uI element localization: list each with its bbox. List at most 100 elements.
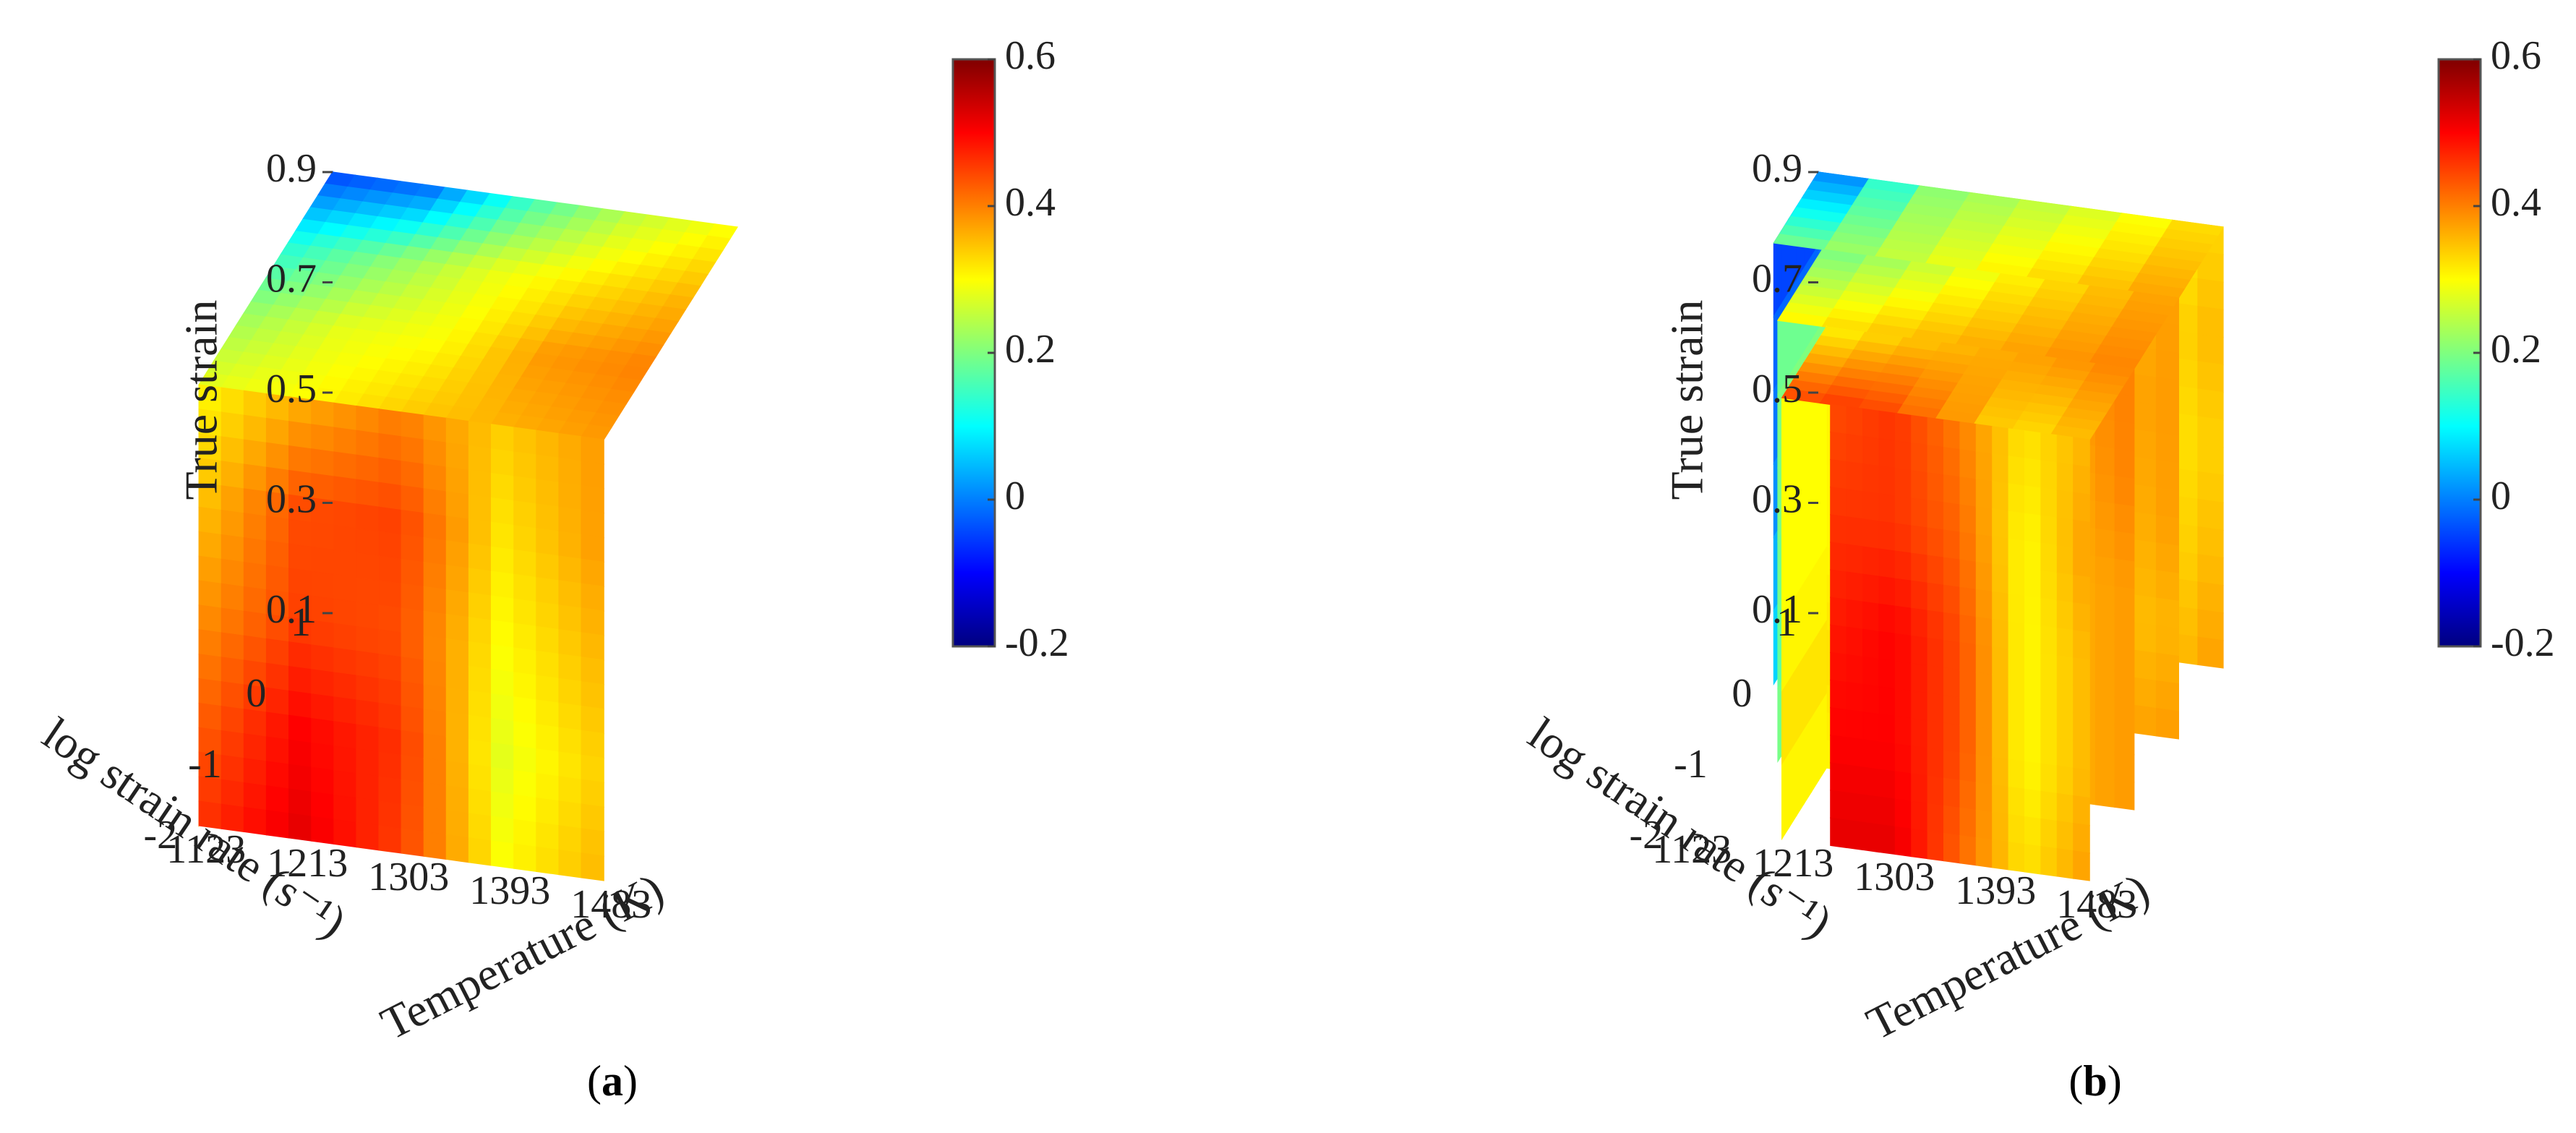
surface-cell <box>513 745 537 774</box>
surface-cell <box>423 635 448 664</box>
surface-cell <box>445 761 470 790</box>
surface-cell <box>221 607 244 636</box>
surface-cell <box>378 654 402 683</box>
surface-cell <box>1992 508 2009 539</box>
surface-cell <box>2114 751 2135 783</box>
surface-cell <box>490 816 515 845</box>
surface-cell <box>2056 489 2074 521</box>
surface-cell <box>1846 792 1864 823</box>
surface-cell <box>1959 476 1977 508</box>
surface-cell <box>1830 790 1847 821</box>
surface-cell <box>311 424 335 453</box>
surface-cell <box>2197 554 2224 586</box>
surface-cell <box>2156 404 2179 437</box>
surface-cell <box>2073 795 2090 826</box>
z-axis-label: True strain <box>176 300 227 500</box>
surface-cell <box>265 638 290 667</box>
surface-cell <box>401 754 424 784</box>
colorbar-tick-label: 0.6 <box>2491 33 2541 78</box>
surface-cell <box>2197 388 2224 421</box>
surface-cell <box>2156 625 2179 657</box>
surface-cell <box>1992 591 2009 623</box>
surface-cell <box>445 516 470 544</box>
surface-cell <box>1975 506 1993 537</box>
surface-cell <box>265 711 290 740</box>
surface-cell <box>2134 567 2157 599</box>
surface-cell <box>1975 754 1993 786</box>
surface-cell <box>558 751 582 780</box>
surface-cell <box>1862 601 1880 633</box>
surface-cell <box>243 733 268 762</box>
surface-cell <box>243 537 268 566</box>
x-tick-label: 1303 <box>368 855 449 899</box>
surface-cell <box>401 583 424 612</box>
colorbar-tick-label: -0.2 <box>1005 620 1069 665</box>
surface-cell <box>1959 779 1977 811</box>
surface-cell <box>401 632 424 661</box>
surface-cell <box>2040 653 2058 684</box>
surface-cell <box>1992 839 2009 871</box>
surface-cell <box>1878 769 1896 800</box>
surface-cell <box>198 604 222 633</box>
surface-cell <box>198 629 222 658</box>
surface-cell <box>356 454 380 484</box>
surface-cell <box>1878 714 1896 745</box>
surface-cell <box>445 736 470 765</box>
surface-cell <box>1818 619 1827 708</box>
surface-cell <box>468 592 492 621</box>
surface-cell <box>1830 403 1847 435</box>
surface-cell <box>1975 809 1993 841</box>
surface-cell <box>356 625 380 655</box>
surface-cell <box>2008 538 2026 570</box>
surface-cell <box>1894 440 1912 471</box>
colorbar-tick-label: 0 <box>1005 474 1025 518</box>
surface-cell <box>536 748 560 777</box>
surface-cell <box>1846 571 1864 602</box>
surface-cell <box>1894 468 1912 499</box>
surface-cell <box>1894 826 1912 858</box>
surface-cell <box>558 432 582 462</box>
surface-cell <box>378 531 402 560</box>
surface-cell <box>2156 377 2179 409</box>
surface-cell <box>1959 449 1977 480</box>
surface-cell <box>2073 492 2090 523</box>
surface-cell <box>1927 720 1945 751</box>
surface-cell <box>1927 610 1945 641</box>
surface-cell <box>2073 740 2090 771</box>
surface-cell <box>468 739 492 768</box>
surface-cell <box>198 678 222 707</box>
surface-cell <box>468 494 492 523</box>
surface-cell <box>490 546 515 576</box>
colorbar-tick-label: 0.4 <box>1005 180 1056 225</box>
surface-cell <box>401 461 424 489</box>
surface-cell <box>423 414 448 443</box>
surface-cell <box>1943 695 1961 726</box>
surface-cell <box>581 754 604 784</box>
surface-cell <box>401 436 424 465</box>
surface-cell <box>1878 658 1896 690</box>
surface-cell <box>243 586 268 615</box>
surface-cell <box>198 702 222 732</box>
surface-cell <box>333 745 357 774</box>
surface-cell <box>1975 782 1993 813</box>
surface-cell <box>2114 476 2135 508</box>
surface-cell <box>468 813 492 842</box>
surface-cell <box>536 625 560 655</box>
surface-cell <box>2095 693 2115 725</box>
surface-cell <box>468 518 492 547</box>
surface-cell <box>1878 686 1896 717</box>
surface-cell <box>2114 558 2135 590</box>
surface-cell <box>2197 526 2224 559</box>
surface-cell <box>2134 429 2157 461</box>
surface-cell <box>401 558 424 588</box>
surface-cell <box>2114 696 2135 728</box>
surface-cell <box>2114 393 2135 424</box>
surface-cell <box>2073 630 2090 661</box>
surface-cell <box>1943 502 1961 533</box>
surface-cell <box>243 610 268 640</box>
surface-cell <box>2073 602 2090 633</box>
surface-cell <box>356 429 380 459</box>
surface-cell <box>513 696 537 725</box>
surface-cell <box>198 531 222 560</box>
